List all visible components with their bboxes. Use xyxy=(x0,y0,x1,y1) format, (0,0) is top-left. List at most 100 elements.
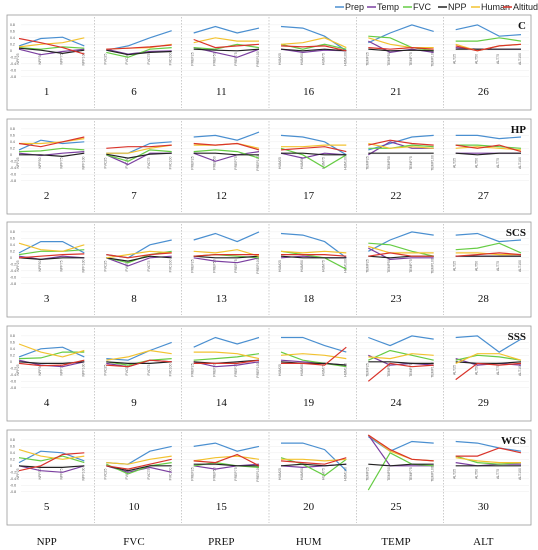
x-tick-label: HUM25 xyxy=(278,53,282,65)
series-line-altitude xyxy=(280,146,347,153)
row-SCS: 0.8 0.6 0.4 0.2 0 -0.2 -0.4 -0.6 -0.8 SCS NPP25 NPP… xyxy=(6,221,532,318)
panel-number: 15 xyxy=(216,501,228,513)
panel-number: 23 xyxy=(391,293,403,305)
y-tick-label: 0.8 xyxy=(10,127,15,131)
series-line-fvc xyxy=(106,358,172,366)
series-line-npp xyxy=(280,48,347,52)
row-label: WCS xyxy=(501,435,526,447)
y-tick-label: -0.2 xyxy=(10,366,16,370)
x-tick-label: PREP50 xyxy=(212,259,216,272)
series-line-npp xyxy=(280,463,347,467)
x-tick-label: HUM50 xyxy=(300,53,304,65)
x-tick-label: ALT50 xyxy=(474,54,478,64)
legend-label: NPP xyxy=(448,2,467,12)
x-tick-label: TEMP25 xyxy=(365,156,369,170)
x-tick-label: TEMP50 xyxy=(387,363,391,377)
series-line-altitude xyxy=(455,447,522,457)
panel-number: 21 xyxy=(391,86,402,98)
series-line-altitude xyxy=(280,457,347,465)
panel-number: 7 xyxy=(131,190,137,202)
series-line-prep xyxy=(281,336,347,353)
y-tick-label: 0.2 xyxy=(10,354,15,358)
series-line-fvc xyxy=(368,242,434,257)
y-tick-label: 0.2 xyxy=(10,458,15,462)
series-line-altitude xyxy=(281,254,347,257)
series-line-prep xyxy=(367,436,434,452)
panel-number: 29 xyxy=(478,397,490,409)
x-tick-label: PREP100 xyxy=(256,466,260,481)
y-tick-label: -0.8 xyxy=(10,179,16,183)
row-SSS: 0.8 0.6 0.4 0.2 0 -0.2 -0.4 -0.6 -0.8 SSS NPP25 NPP… xyxy=(6,325,532,422)
x-tick-label: HUM50 xyxy=(300,157,304,169)
column-label: FVC xyxy=(123,536,144,548)
y-tick-label: 0.4 xyxy=(10,451,15,455)
x-tick-label: ALT25 xyxy=(453,158,457,168)
series-line-npp xyxy=(280,361,347,366)
panel-number: 20 xyxy=(303,501,315,513)
series-line-altitude xyxy=(368,139,434,146)
x-tick-label: ALT25 xyxy=(453,54,457,64)
series-line-human xyxy=(368,353,434,360)
series-line-temp xyxy=(18,255,85,261)
series-line-altitude xyxy=(368,252,434,257)
panel-number: 18 xyxy=(303,293,315,305)
x-tick-label: NPP25 xyxy=(16,157,20,168)
series-line-prep xyxy=(280,134,347,156)
panel-number: 24 xyxy=(391,397,403,409)
series-line-prep xyxy=(455,232,522,243)
x-tick-label: FVC100 xyxy=(169,468,173,481)
legend-label: Human xyxy=(481,2,510,12)
series-line-fvc xyxy=(280,457,347,477)
y-tick-label: 0.6 xyxy=(10,341,15,345)
y-tick-label: 0 xyxy=(10,464,12,468)
x-tick-label: FVC25 xyxy=(103,365,107,376)
x-tick-label: PREP75 xyxy=(234,467,238,480)
x-tick-label: TEMP75 xyxy=(409,259,413,273)
x-tick-label: TEMP100 xyxy=(431,155,435,171)
series-line-human xyxy=(455,146,522,151)
series-line-fvc xyxy=(367,452,434,491)
x-tick-label: TEMP50 xyxy=(387,156,391,170)
series-line-npp xyxy=(280,255,347,259)
series-line-prep xyxy=(455,134,522,140)
column-label: ALT xyxy=(473,536,494,548)
x-tick-label: FVC75 xyxy=(147,158,151,169)
x-tick-label: FVC25 xyxy=(103,54,107,65)
x-tick-label: TEMP50 xyxy=(387,52,391,66)
x-tick-label: HUM75 xyxy=(322,468,326,480)
series-line-human xyxy=(455,457,521,464)
legend-label: Altitude xyxy=(513,2,538,12)
series-line-prep xyxy=(280,232,347,259)
x-tick-label: ALT75 xyxy=(496,158,500,168)
panel-number: 19 xyxy=(303,397,315,409)
series-line-npp xyxy=(368,361,434,364)
series-line-prep xyxy=(18,36,85,47)
x-tick-label: ALT100 xyxy=(518,157,522,169)
series-line-prep xyxy=(455,24,522,37)
y-tick-label: -0.4 xyxy=(10,62,16,66)
y-tick-label: -0.4 xyxy=(10,269,16,273)
x-tick-label: NPP75 xyxy=(60,260,64,271)
series-line-altitude xyxy=(106,458,172,470)
row-label: HP xyxy=(511,124,527,136)
column-label: HUM xyxy=(296,536,322,548)
series-line-altitude xyxy=(18,452,85,472)
panel-number: 30 xyxy=(478,501,490,513)
y-tick-label: -0.2 xyxy=(10,470,16,474)
x-tick-label: NPP100 xyxy=(81,156,85,169)
panel-number: 2 xyxy=(44,190,50,202)
y-tick-label: -0.4 xyxy=(10,477,16,481)
panel-number: 1 xyxy=(44,86,50,98)
x-tick-label: NPP25 xyxy=(16,468,20,479)
series-line-altitude xyxy=(455,43,522,52)
y-tick-label: 0 xyxy=(10,153,12,157)
y-tick-label: 0.6 xyxy=(10,134,15,138)
series-line-fvc xyxy=(193,353,260,361)
series-line-prep xyxy=(193,336,260,348)
x-tick-label: ALT75 xyxy=(496,365,500,375)
x-tick-label: NPP100 xyxy=(81,467,85,480)
x-tick-label: TEMP25 xyxy=(365,259,369,273)
series-line-prep xyxy=(18,241,85,254)
series-line-temp xyxy=(193,257,260,264)
x-tick-label: NPP50 xyxy=(38,260,42,271)
